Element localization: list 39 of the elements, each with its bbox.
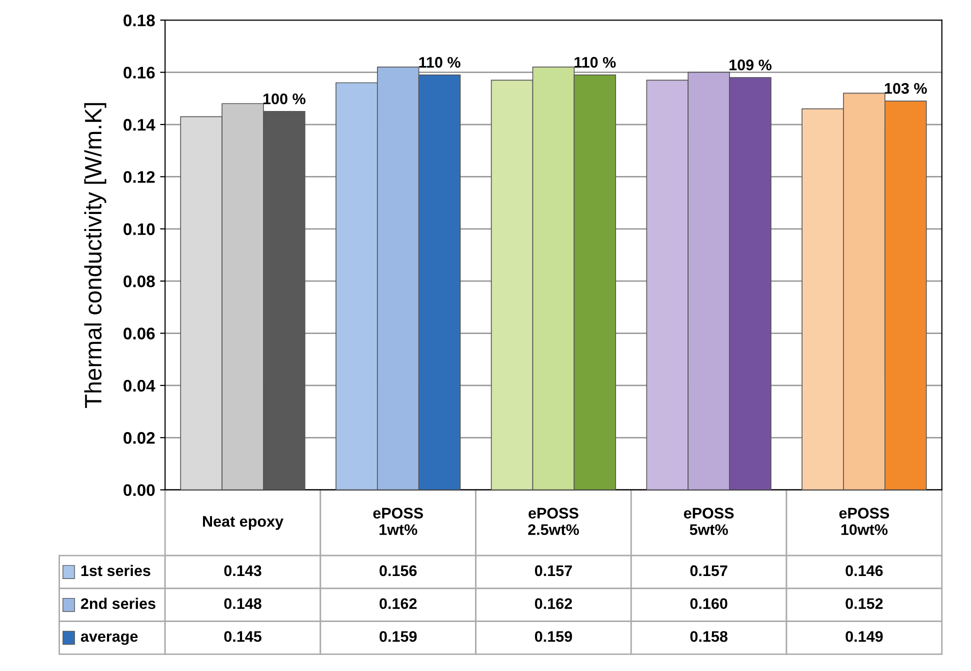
x-tick-label: ePOSS 2.5wt% [528, 508, 579, 536]
data-label: 0.157 [534, 565, 572, 576]
data-label: 0.148 [224, 598, 262, 610]
data-label: 0.149 [846, 631, 883, 642]
y-tick-label: 0.00 [124, 484, 155, 496]
y-tick-label: 0.18 [124, 14, 155, 26]
data-label: 0.157 [690, 565, 728, 576]
data-label: 0.143 [224, 565, 262, 576]
x-tick-label: ePOSS 1wt% [373, 508, 423, 536]
data-label: 0.159 [534, 631, 572, 642]
legend-label: 1st series [81, 564, 150, 576]
y-tick-label: 0.06 [124, 328, 155, 340]
x-tick-label: Neat epoxy [203, 516, 284, 530]
y-tick-label: 0.16 [124, 66, 155, 79]
y-tick-label: 0.10 [124, 223, 155, 236]
data-label: 0.158 [690, 631, 728, 642]
data-label: 0.162 [380, 598, 417, 610]
y-tick-label: 0.14 [124, 118, 156, 131]
annotation: 100 % [263, 93, 306, 104]
data-label: 0.160 [690, 598, 728, 610]
data-label: 0.152 [846, 598, 883, 610]
data-label: 0.159 [380, 631, 417, 642]
legend-label: 2nd series [80, 598, 156, 610]
annotation: 103 % [884, 83, 927, 94]
data-label: 0.145 [224, 631, 262, 642]
y-axis-title: Thermal conductivity [W/m.K] [84, 103, 106, 408]
legend-label: average [80, 633, 138, 645]
y-tick-label: 0.04 [124, 380, 156, 392]
x-tick-label: ePOSS 5wt% [684, 508, 734, 536]
data-label: 0.146 [846, 565, 883, 576]
annotation: 110 % [419, 56, 460, 68]
annotation: 110 % [574, 56, 616, 68]
y-tick-label: 0.02 [124, 432, 155, 444]
annotation: 109 % [730, 60, 772, 70]
y-tick-label: 0.12 [124, 171, 155, 183]
x-tick-label: ePOSS 10wt% [839, 508, 890, 536]
y-tick-label: 0.08 [124, 275, 155, 288]
data-label: 0.156 [380, 565, 417, 576]
data-label: 0.162 [534, 598, 572, 610]
